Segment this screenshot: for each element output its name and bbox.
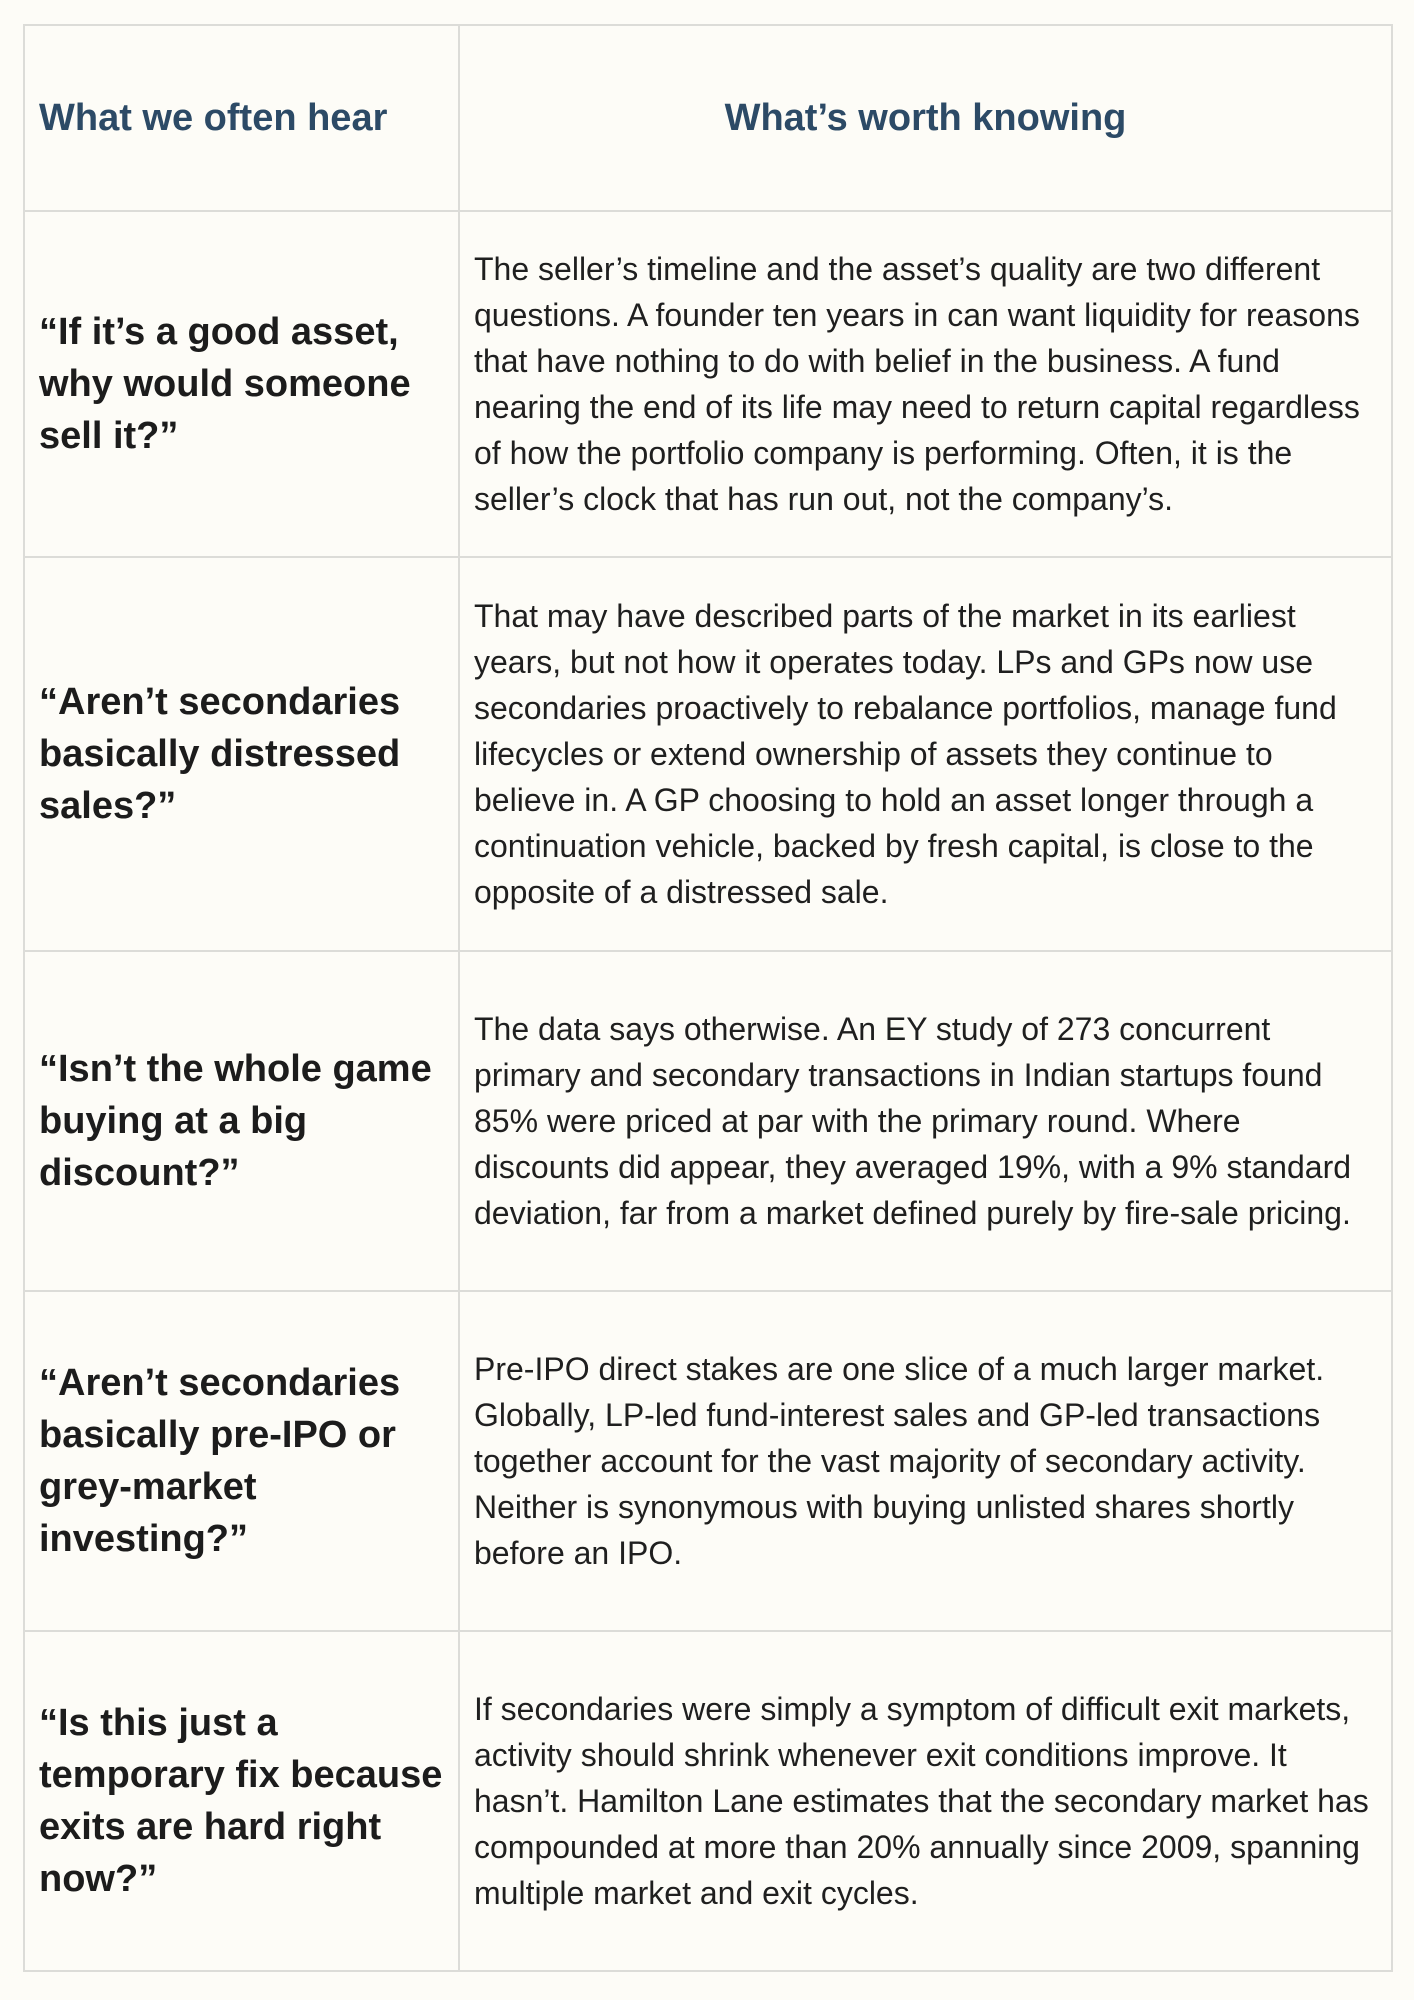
header-worth-knowing: What’s worth knowing — [458, 24, 1393, 212]
answer-cell: Pre-IPO direct stakes are one slice of a… — [458, 1290, 1393, 1632]
question-cell: “Aren’t secondaries basically distressed… — [23, 556, 460, 952]
question-cell: “Is this just a temporary fix because ex… — [23, 1630, 460, 1972]
question-cell: “Isn’t the whole game buying at a big di… — [23, 950, 460, 1292]
answer-cell: The seller’s timeline and the asset’s qu… — [458, 210, 1393, 558]
header-row: What we often hear What’s worth knowing — [23, 24, 1393, 212]
header-what-we-hear: What we often hear — [23, 24, 460, 212]
faq-table: What we often hear What’s worth knowing … — [23, 24, 1393, 1972]
table-row: “Isn’t the whole game buying at a big di… — [23, 950, 1393, 1292]
table-row: “Aren’t secondaries basically distressed… — [23, 556, 1393, 952]
answer-cell: If secondaries were simply a symptom of … — [458, 1630, 1393, 1972]
table-row: “Is this just a temporary fix because ex… — [23, 1630, 1393, 1972]
table-row: “If it’s a good asset, why would someone… — [23, 210, 1393, 558]
answer-cell: That may have described parts of the mar… — [458, 556, 1393, 952]
question-cell: “If it’s a good asset, why would someone… — [23, 210, 460, 558]
table-row: “Aren’t secondaries basically pre-IPO or… — [23, 1290, 1393, 1632]
question-cell: “Aren’t secondaries basically pre-IPO or… — [23, 1290, 460, 1632]
answer-cell: The data says otherwise. An EY study of … — [458, 950, 1393, 1292]
